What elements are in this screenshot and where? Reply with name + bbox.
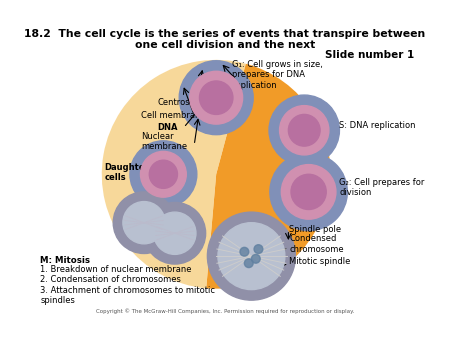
Text: one cell division and the next: one cell division and the next	[135, 40, 315, 50]
Text: G₂: Cell prepares for
division: G₂: Cell prepares for division	[339, 178, 425, 197]
Circle shape	[279, 105, 329, 155]
Text: 18.2  The cell cycle is the series of events that transpire between: 18.2 The cell cycle is the series of eve…	[24, 29, 426, 39]
Wedge shape	[102, 60, 246, 288]
Circle shape	[140, 151, 186, 197]
Circle shape	[269, 95, 339, 166]
Text: Condensed
chromosome: Condensed chromosome	[289, 234, 344, 254]
Circle shape	[190, 71, 243, 124]
Text: S: DNA replication: S: DNA replication	[339, 121, 416, 130]
Circle shape	[154, 212, 196, 255]
Text: Slide number 1: Slide number 1	[325, 50, 414, 60]
Text: Centrosome: Centrosome	[157, 98, 208, 107]
Circle shape	[281, 165, 336, 219]
Circle shape	[291, 174, 326, 210]
Circle shape	[113, 192, 175, 254]
Circle shape	[288, 115, 320, 146]
Text: M: Mitosis: M: Mitosis	[40, 256, 90, 265]
Text: DNA: DNA	[157, 123, 178, 132]
Circle shape	[254, 245, 263, 254]
Circle shape	[252, 255, 260, 263]
Circle shape	[149, 160, 177, 188]
Circle shape	[244, 259, 253, 268]
Circle shape	[218, 223, 285, 290]
Circle shape	[270, 153, 347, 231]
Circle shape	[179, 61, 253, 135]
Text: Nuclear
membrane: Nuclear membrane	[141, 132, 188, 151]
Circle shape	[199, 81, 233, 115]
Circle shape	[144, 202, 206, 264]
Text: Daughter
cells: Daughter cells	[104, 163, 149, 182]
Text: 1. Breakdown of nuclear membrane
2. Condensation of chromosomes
3. Attachment of: 1. Breakdown of nuclear membrane 2. Cond…	[40, 265, 215, 305]
Text: Mitotic spindle: Mitotic spindle	[289, 257, 351, 266]
Circle shape	[207, 212, 295, 300]
Circle shape	[240, 247, 249, 256]
Text: Cell membrane: Cell membrane	[141, 111, 206, 120]
Circle shape	[123, 201, 165, 244]
Circle shape	[130, 141, 197, 208]
Text: G₁: Cell grows in size,
prepares for DNA
replication: G₁: Cell grows in size, prepares for DNA…	[232, 60, 323, 90]
Wedge shape	[206, 64, 331, 289]
Text: Spindle pole: Spindle pole	[289, 225, 342, 234]
Text: Copyright © The McGraw-Hill Companies, Inc. Permission required for reproduction: Copyright © The McGraw-Hill Companies, I…	[96, 309, 354, 314]
